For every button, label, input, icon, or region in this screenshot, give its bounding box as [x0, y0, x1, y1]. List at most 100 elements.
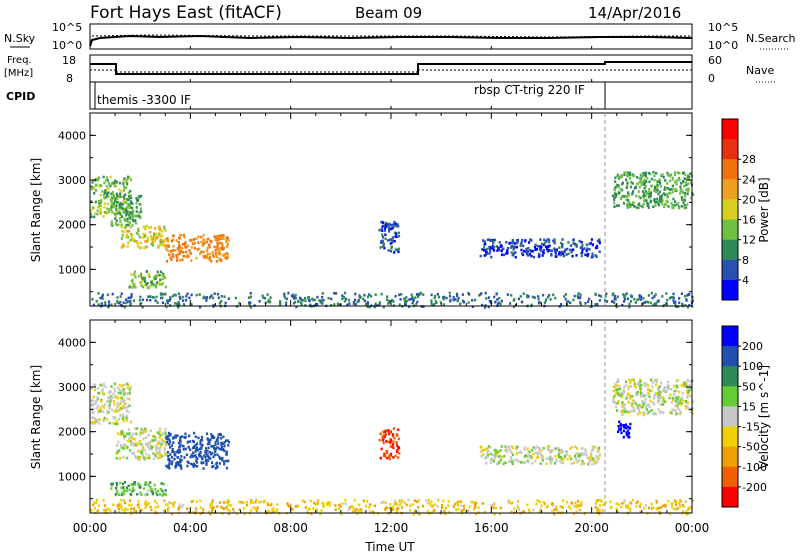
data-cell — [115, 486, 118, 490]
data-cell — [657, 192, 660, 196]
data-cell — [691, 193, 695, 196]
data-cell — [202, 233, 205, 237]
data-cell — [398, 503, 402, 507]
data-cell — [416, 295, 420, 298]
data-cell — [110, 223, 113, 226]
data-cell — [102, 194, 105, 197]
data-cell — [574, 501, 577, 505]
colorbar-tick-label: -50 — [742, 441, 760, 454]
data-cell — [650, 378, 653, 382]
data-cell — [189, 238, 192, 242]
data-cell — [192, 511, 195, 514]
data-cell — [388, 454, 391, 457]
data-cell — [636, 298, 639, 302]
data-cell — [108, 391, 111, 395]
data-cell — [223, 460, 226, 463]
data-cell — [627, 191, 630, 194]
data-cell — [670, 401, 673, 404]
data-cell — [220, 237, 223, 241]
data-cell — [514, 251, 517, 254]
data-cell — [165, 464, 168, 468]
data-cell — [186, 244, 190, 248]
data-cell — [627, 171, 630, 174]
data-cell — [171, 448, 174, 451]
data-cell — [545, 462, 548, 466]
data-cell — [537, 255, 541, 258]
data-cell — [129, 431, 132, 435]
data-cell — [489, 452, 492, 456]
data-cell — [174, 465, 177, 468]
data-cell — [663, 205, 666, 209]
data-cell — [224, 439, 228, 442]
data-cell — [165, 246, 168, 250]
data-cell — [649, 191, 653, 194]
data-cell — [111, 210, 114, 214]
data-cell — [145, 492, 148, 496]
data-cell — [616, 510, 619, 514]
y-tick-label: 2000 — [58, 426, 86, 439]
data-cell — [655, 499, 658, 503]
data-cell — [654, 204, 657, 207]
data-cell — [626, 392, 630, 395]
data-cell — [560, 303, 563, 306]
data-cell — [658, 411, 661, 414]
data-cell — [634, 393, 637, 396]
data-cell — [391, 226, 394, 230]
data-cell — [649, 389, 652, 393]
data-cell — [137, 482, 140, 485]
data-cell — [388, 506, 391, 510]
data-cell — [542, 251, 545, 255]
data-cell — [470, 500, 473, 504]
data-cell — [128, 432, 131, 435]
data-cell — [425, 499, 428, 502]
data-cell — [320, 299, 323, 303]
data-cell — [662, 398, 665, 402]
data-cell — [674, 409, 677, 412]
data-cell — [122, 447, 126, 450]
data-cell — [686, 393, 689, 396]
data-cell — [403, 298, 406, 301]
data-cell — [555, 508, 558, 511]
data-cell — [144, 283, 147, 287]
data-cell — [384, 508, 387, 511]
data-cell — [101, 190, 104, 193]
data-cell — [661, 403, 664, 406]
data-cell — [126, 182, 129, 186]
data-cell — [662, 411, 665, 415]
data-cell — [379, 246, 382, 249]
data-cell — [110, 303, 113, 306]
x-tick-label: 08:00 — [273, 521, 308, 535]
data-cell — [202, 250, 205, 254]
data-cell — [441, 296, 445, 299]
data-cell — [140, 246, 143, 249]
data-cell — [110, 385, 113, 388]
data-cell — [680, 396, 684, 399]
data-cell — [182, 233, 185, 237]
data-cell — [162, 241, 165, 244]
data-cell — [636, 182, 639, 186]
data-cell — [612, 389, 615, 393]
colorbar-tick-label: 28 — [742, 153, 756, 166]
data-cell — [212, 444, 215, 448]
data-cell — [164, 276, 167, 279]
data-cell — [616, 378, 620, 381]
data-cell — [348, 506, 352, 509]
data-cell — [474, 502, 477, 506]
data-cell — [300, 302, 303, 306]
data-cell — [471, 299, 474, 302]
data-cell — [622, 501, 625, 505]
data-cell — [493, 513, 496, 516]
data-cell — [130, 503, 133, 507]
data-cell — [647, 384, 650, 387]
data-cell — [562, 499, 565, 502]
data-cell — [500, 299, 503, 303]
data-cell — [134, 427, 137, 430]
data-cell — [540, 449, 543, 452]
data-cell — [678, 301, 681, 305]
data-cell — [517, 506, 520, 510]
data-cell — [618, 394, 621, 397]
data-cell — [580, 240, 583, 244]
data-cell — [220, 299, 223, 303]
colorbar-swatch — [722, 366, 738, 387]
data-cell — [656, 197, 659, 201]
